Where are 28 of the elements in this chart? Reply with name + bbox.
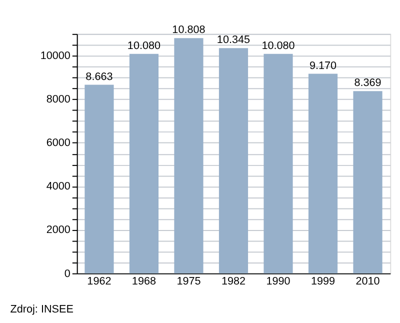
data-label: 9.170 <box>309 60 337 72</box>
bar <box>308 74 338 274</box>
x-tick-label: 1999 <box>310 276 336 288</box>
data-label: 10.080 <box>262 40 295 52</box>
data-label: 10.808 <box>172 24 206 36</box>
bar <box>264 54 293 274</box>
data-label: 10.080 <box>127 40 161 52</box>
x-tick-label: 1968 <box>132 276 156 288</box>
data-label: 10.345 <box>216 34 250 46</box>
y-tick-label: 0 <box>64 268 70 280</box>
y-tick-label: 10000 <box>40 50 70 62</box>
x-tick-label: 2010 <box>356 276 380 288</box>
x-tick-label: 1962 <box>87 276 112 288</box>
y-tick-label: 2000 <box>46 224 70 236</box>
bar <box>84 84 114 274</box>
data-label: 8.663 <box>86 70 113 83</box>
y-tick-label: 6000 <box>46 137 70 150</box>
text: Zdroj: INSEE <box>10 304 74 316</box>
x-tick-label: 1975 <box>176 276 201 288</box>
x-tick-label: 1990 <box>266 276 290 288</box>
y-tick-label: 4000 <box>46 180 70 193</box>
x-tick-label: 1982 <box>221 276 246 288</box>
y-tick-label: 8000 <box>46 94 70 106</box>
bar <box>129 54 159 274</box>
bar <box>218 48 248 274</box>
data-label: 8.369 <box>354 77 382 90</box>
bar <box>353 91 382 274</box>
bar <box>174 38 204 274</box>
